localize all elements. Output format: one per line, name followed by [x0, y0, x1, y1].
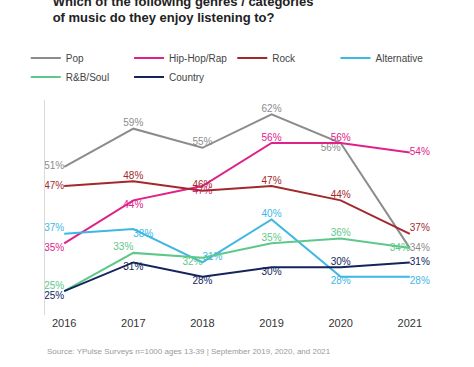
svg-text:47%: 47% — [262, 175, 282, 186]
svg-text:35%: 35% — [44, 242, 64, 253]
svg-text:30%: 30% — [262, 266, 282, 277]
svg-text:62%: 62% — [262, 103, 282, 114]
svg-text:2018: 2018 — [190, 317, 214, 329]
svg-text:30%: 30% — [331, 256, 351, 267]
svg-text:Country: Country — [169, 72, 204, 83]
svg-text:38%: 38% — [133, 228, 153, 239]
svg-text:34%: 34% — [390, 242, 410, 253]
svg-text:25%: 25% — [44, 290, 64, 301]
svg-text:28%: 28% — [410, 275, 430, 286]
svg-text:40%: 40% — [262, 208, 282, 219]
svg-text:28%: 28% — [331, 275, 351, 286]
svg-text:31%: 31% — [123, 261, 143, 272]
svg-text:56%: 56% — [262, 132, 282, 143]
svg-text:59%: 59% — [123, 117, 143, 128]
svg-text:Alternative: Alternative — [376, 53, 424, 64]
svg-text:46%: 46% — [192, 179, 212, 190]
svg-text:28%: 28% — [192, 275, 212, 286]
svg-text:47%: 47% — [44, 180, 64, 191]
svg-text:R&B/Soul: R&B/Soul — [66, 72, 109, 83]
svg-text:2019: 2019 — [259, 317, 283, 329]
svg-text:Hip-Hop/Rap: Hip-Hop/Rap — [169, 53, 227, 64]
svg-text:44%: 44% — [123, 199, 143, 210]
svg-text:31%: 31% — [202, 251, 222, 262]
svg-text:44%: 44% — [331, 189, 351, 200]
svg-text:34%: 34% — [410, 242, 430, 253]
svg-text:37%: 37% — [410, 222, 430, 233]
svg-text:2017: 2017 — [121, 317, 145, 329]
svg-text:55%: 55% — [192, 136, 212, 147]
svg-text:56%: 56% — [321, 142, 341, 153]
svg-text:2016: 2016 — [52, 317, 76, 329]
svg-text:54%: 54% — [410, 146, 430, 157]
svg-text:36%: 36% — [331, 227, 351, 238]
svg-text:2021: 2021 — [398, 317, 422, 329]
svg-text:Pop: Pop — [66, 53, 84, 64]
svg-text:32%: 32% — [182, 256, 202, 267]
svg-text:31%: 31% — [410, 256, 430, 267]
svg-text:33%: 33% — [113, 241, 133, 252]
svg-text:25%: 25% — [44, 280, 64, 291]
svg-text:56%: 56% — [331, 132, 351, 143]
svg-text:Which of the following genres: Which of the following genres / categori… — [53, 0, 314, 25]
svg-text:51%: 51% — [44, 160, 64, 171]
svg-text:2020: 2020 — [328, 317, 352, 329]
svg-text:Rock: Rock — [272, 53, 296, 64]
svg-text:37%: 37% — [44, 222, 64, 233]
svg-text:47%: 47% — [192, 185, 212, 196]
svg-text:Source: YPulse Surveys n=1000: Source: YPulse Surveys n=1000 ages 13-39… — [47, 347, 331, 356]
svg-text:48%: 48% — [123, 170, 143, 181]
svg-text:35%: 35% — [262, 232, 282, 243]
